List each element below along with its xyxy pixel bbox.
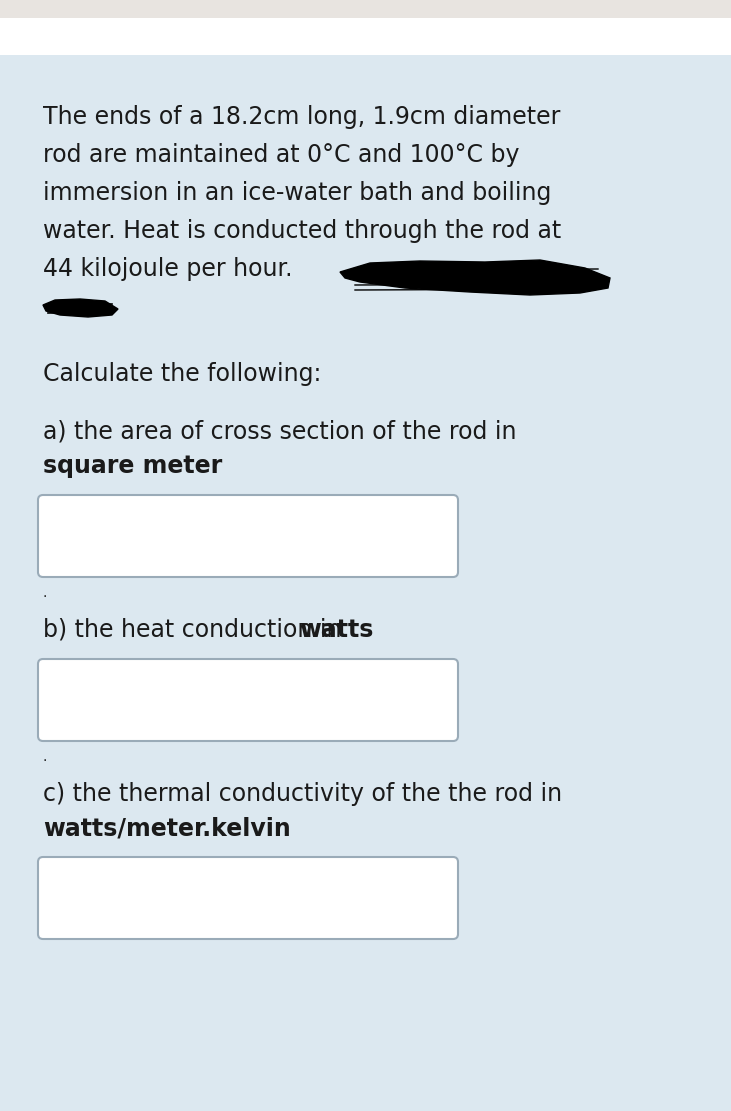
Bar (0, 18, 731, 56)
Text: watts/meter.kelvin: watts/meter.kelvin (43, 815, 291, 840)
Text: watts: watts (300, 618, 374, 642)
Polygon shape (43, 299, 118, 317)
Text: ·: · (43, 590, 48, 604)
Text: water. Heat is conducted through the rod at: water. Heat is conducted through the rod… (43, 219, 561, 243)
FancyBboxPatch shape (38, 659, 458, 741)
Text: 44 kilojoule per hour.: 44 kilojoule per hour. (43, 257, 292, 281)
Bar (0, 0, 731, 18)
Polygon shape (340, 260, 610, 296)
Text: rod are maintained at 0°C and 100°C by: rod are maintained at 0°C and 100°C by (43, 143, 520, 167)
FancyBboxPatch shape (38, 857, 458, 939)
Text: b) the heat conduction in: b) the heat conduction in (43, 618, 349, 642)
Text: c) the thermal conductivity of the the rod in: c) the thermal conductivity of the the r… (43, 782, 562, 805)
Text: square meter: square meter (43, 454, 222, 478)
FancyBboxPatch shape (38, 496, 458, 577)
Text: a) the area of cross section of the rod in: a) the area of cross section of the rod … (43, 420, 517, 444)
Text: ·: · (43, 754, 48, 768)
Text: immersion in an ice-water bath and boiling: immersion in an ice-water bath and boili… (43, 181, 551, 206)
Text: The ends of a 18.2cm long, 1.9cm diameter: The ends of a 18.2cm long, 1.9cm diamete… (43, 106, 561, 129)
Text: Calculate the following:: Calculate the following: (43, 362, 322, 386)
